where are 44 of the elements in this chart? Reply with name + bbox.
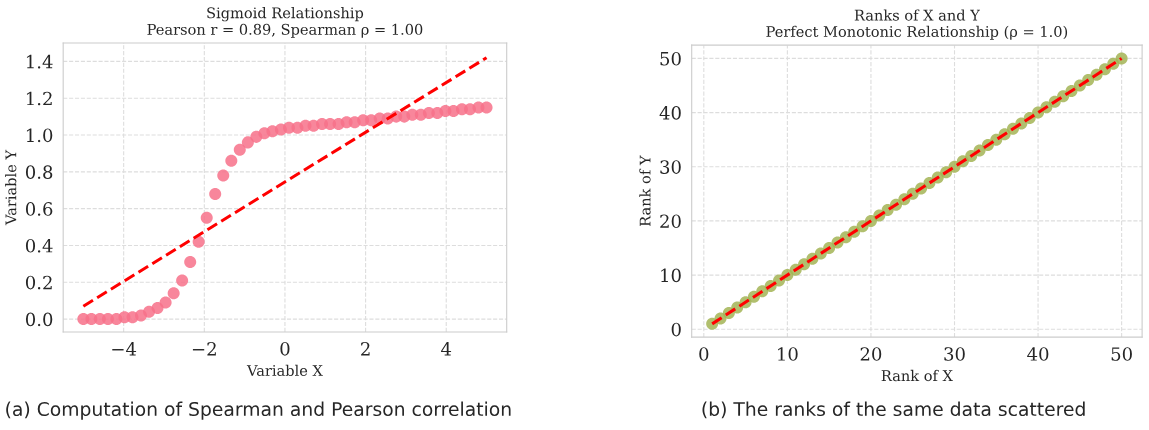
text: (b) The ranks of the same data scattered	[702, 401, 1085, 419]
x-tick-label: 0	[280, 342, 290, 356]
x-tick-label: 40	[1027, 347, 1049, 361]
point	[167, 287, 180, 300]
point	[159, 296, 172, 309]
y-tick-label: 20	[660, 214, 681, 229]
point	[184, 256, 197, 269]
x-axis-title: Rank of X	[881, 369, 953, 382]
y-tick-label: 0.8	[25, 165, 53, 179]
y-tick-label: 0.2	[25, 275, 52, 290]
x-tick-label: −4	[112, 342, 137, 356]
x-tick-label: −2	[192, 342, 216, 356]
chart-title: Ranks of X and Y Perfect Monotonic Relationship (ρ = 1.0)	[766, 9, 1068, 40]
point	[241, 136, 254, 149]
y-tick-label: 40	[659, 106, 681, 120]
y-axis-title: Rank of Y	[639, 155, 651, 226]
x-tick-label: 0	[699, 347, 709, 361]
point	[200, 211, 213, 224]
y-tick-label: 0.0	[25, 312, 53, 327]
y-tick-label: 0	[671, 322, 681, 337]
point	[225, 154, 238, 167]
point	[176, 274, 189, 287]
y-tick-label: 1.0	[26, 128, 53, 143]
chart-title: Sigmoid Relationship Pearson r = 0.89, Spearman ρ = 1.00	[147, 7, 423, 38]
point	[217, 169, 230, 182]
y-tick-label: 50	[660, 51, 681, 66]
y-tick-label: 30	[660, 160, 681, 174]
x-tick-label: 50	[1111, 347, 1132, 361]
y-tick-label: 0.4	[25, 238, 53, 253]
y-axis-title: Variable Y	[5, 149, 17, 226]
y-tick-label: 0.6	[25, 202, 53, 216]
x-tick-label: 30	[944, 347, 965, 361]
point	[209, 187, 222, 200]
x-tick-label: 2	[361, 342, 370, 356]
x-axis-title: Variable X	[246, 364, 323, 376]
y-tick-label: 1.2	[26, 91, 52, 106]
text: (a) Computation of Spearman and Pearson correlation	[6, 401, 511, 420]
x-tick-label: 4	[441, 342, 452, 356]
point	[480, 101, 493, 114]
x-tick-label: 10	[778, 347, 798, 361]
y-tick-label: 1.4	[26, 54, 53, 69]
point	[233, 143, 246, 156]
x-tick-label: 20	[860, 347, 882, 361]
y-tick-label: 10	[661, 268, 681, 283]
